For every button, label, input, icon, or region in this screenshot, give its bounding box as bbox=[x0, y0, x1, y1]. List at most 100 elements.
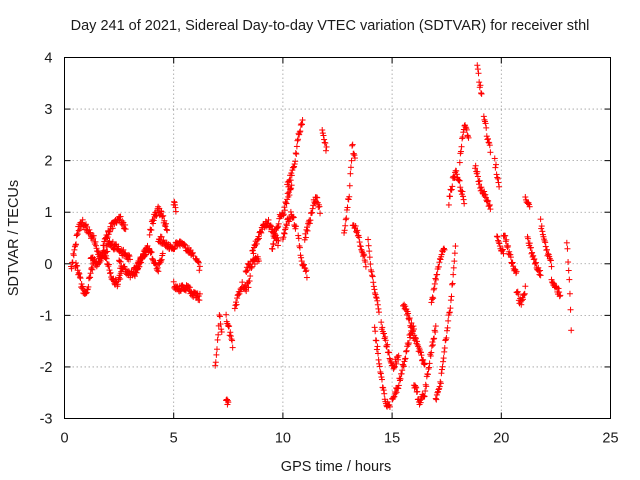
data-point bbox=[531, 260, 538, 267]
data-point bbox=[275, 237, 282, 244]
data-point bbox=[391, 364, 398, 371]
data-point bbox=[438, 366, 445, 373]
data-point bbox=[434, 389, 441, 396]
x-axis-label: GPS time / hours bbox=[281, 459, 391, 475]
data-point bbox=[401, 356, 408, 363]
data-point bbox=[373, 337, 380, 344]
data-point bbox=[453, 171, 460, 178]
data-point bbox=[320, 132, 327, 139]
data-point bbox=[87, 274, 94, 281]
data-point bbox=[505, 242, 512, 249]
data-point bbox=[449, 280, 456, 287]
data-point bbox=[521, 291, 528, 298]
data-point bbox=[408, 323, 415, 330]
data-point bbox=[390, 394, 397, 401]
data-point bbox=[381, 390, 388, 397]
data-point bbox=[341, 227, 348, 234]
data-point bbox=[450, 271, 457, 278]
data-point bbox=[280, 212, 287, 219]
data-point bbox=[298, 254, 305, 261]
y-tick-label: -3 bbox=[40, 412, 53, 428]
data-point bbox=[291, 160, 298, 167]
data-point bbox=[375, 356, 382, 363]
data-point bbox=[105, 231, 112, 238]
data-point bbox=[520, 292, 527, 299]
data-point bbox=[243, 288, 250, 295]
data-point bbox=[239, 279, 246, 286]
data-point bbox=[407, 334, 414, 341]
data-point bbox=[474, 173, 481, 180]
data-point bbox=[92, 238, 99, 245]
data-point bbox=[104, 234, 111, 241]
data-point bbox=[288, 182, 295, 189]
data-point bbox=[134, 260, 141, 267]
data-point bbox=[435, 386, 442, 393]
data-point bbox=[425, 365, 432, 372]
data-point bbox=[397, 375, 404, 382]
data-point bbox=[447, 305, 454, 312]
data-point bbox=[283, 200, 290, 207]
data-point bbox=[464, 132, 471, 139]
data-point bbox=[383, 343, 390, 350]
data-point bbox=[463, 126, 470, 133]
data-point bbox=[272, 234, 279, 241]
data-point bbox=[417, 399, 424, 406]
data-point bbox=[481, 193, 488, 200]
data-point bbox=[371, 286, 378, 293]
data-point bbox=[167, 241, 174, 248]
data-point bbox=[414, 338, 421, 345]
data-point bbox=[74, 231, 81, 238]
data-point bbox=[475, 70, 482, 77]
data-point bbox=[483, 198, 490, 205]
data-point bbox=[77, 275, 84, 282]
data-point bbox=[215, 331, 222, 338]
data-point bbox=[351, 152, 358, 159]
data-point bbox=[234, 295, 241, 302]
data-point bbox=[491, 155, 498, 162]
data-point bbox=[114, 281, 121, 288]
data-point bbox=[76, 270, 83, 277]
data-point bbox=[476, 181, 483, 188]
data-point bbox=[392, 390, 399, 397]
data-point bbox=[275, 220, 282, 227]
data-point bbox=[119, 218, 126, 225]
data-point bbox=[478, 90, 485, 97]
data-point bbox=[357, 243, 364, 250]
data-point bbox=[441, 344, 448, 351]
data-point bbox=[447, 297, 454, 304]
data-point bbox=[486, 142, 493, 149]
data-point bbox=[403, 311, 410, 318]
data-point bbox=[487, 206, 494, 213]
data-point bbox=[441, 348, 448, 355]
data-point bbox=[296, 244, 303, 251]
data-point bbox=[160, 237, 167, 244]
data-point bbox=[474, 66, 481, 73]
data-point bbox=[428, 299, 435, 306]
data-point bbox=[393, 360, 400, 367]
data-point bbox=[462, 124, 469, 131]
data-point bbox=[495, 237, 502, 244]
data-point bbox=[513, 268, 520, 275]
data-point bbox=[309, 209, 316, 216]
data-point bbox=[293, 223, 300, 230]
data-point bbox=[161, 222, 168, 229]
data-point bbox=[136, 263, 143, 270]
data-point bbox=[256, 235, 263, 242]
data-point bbox=[387, 358, 394, 365]
data-point bbox=[162, 223, 169, 230]
data-point bbox=[422, 381, 429, 388]
data-point bbox=[362, 259, 369, 266]
data-point bbox=[287, 177, 294, 184]
data-point bbox=[380, 330, 387, 337]
data-point bbox=[431, 327, 438, 334]
data-point bbox=[346, 193, 353, 200]
data-point bbox=[426, 364, 433, 371]
data-point bbox=[269, 245, 276, 252]
data-point bbox=[353, 228, 360, 235]
data-point bbox=[384, 398, 391, 405]
data-point bbox=[475, 178, 482, 185]
x-tick-label: 15 bbox=[384, 431, 400, 447]
data-point bbox=[319, 126, 326, 133]
data-point bbox=[378, 376, 385, 383]
data-point bbox=[149, 216, 156, 223]
